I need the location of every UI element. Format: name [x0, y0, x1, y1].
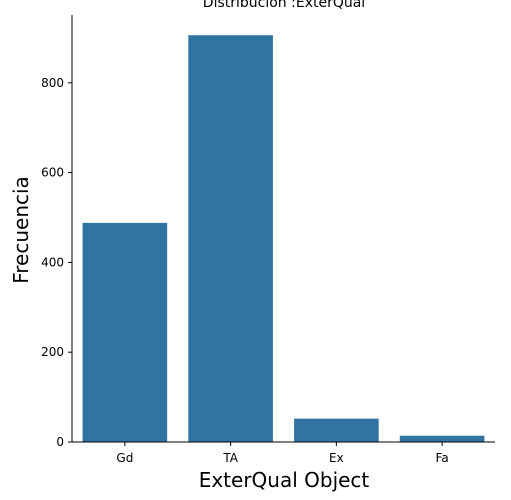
x-tick-label: Gd	[116, 451, 133, 465]
y-axis-title: Frecuencia	[9, 176, 33, 284]
y-tick-label: 400	[41, 255, 64, 269]
x-axis-title: ExterQual Object	[199, 468, 370, 492]
bars-group	[82, 35, 485, 442]
y-tick-label: 0	[56, 435, 64, 449]
chart-title: Distribución :ExterQual	[203, 0, 365, 11]
x-axis-ticks: Gd TA Ex Fa	[116, 442, 449, 465]
bar-ta	[188, 35, 273, 442]
y-tick-label: 200	[41, 345, 64, 359]
y-axis-ticks: 0 200 400 600 800	[41, 76, 72, 449]
bar-gd	[82, 222, 168, 442]
x-tick-label: Fa	[436, 451, 449, 465]
x-tick-label: TA	[222, 451, 238, 465]
bar-ex	[294, 418, 379, 442]
y-tick-label: 600	[41, 166, 64, 180]
x-tick-label: Ex	[329, 451, 344, 465]
bar-fa	[399, 435, 485, 442]
y-tick-label: 800	[41, 76, 64, 90]
